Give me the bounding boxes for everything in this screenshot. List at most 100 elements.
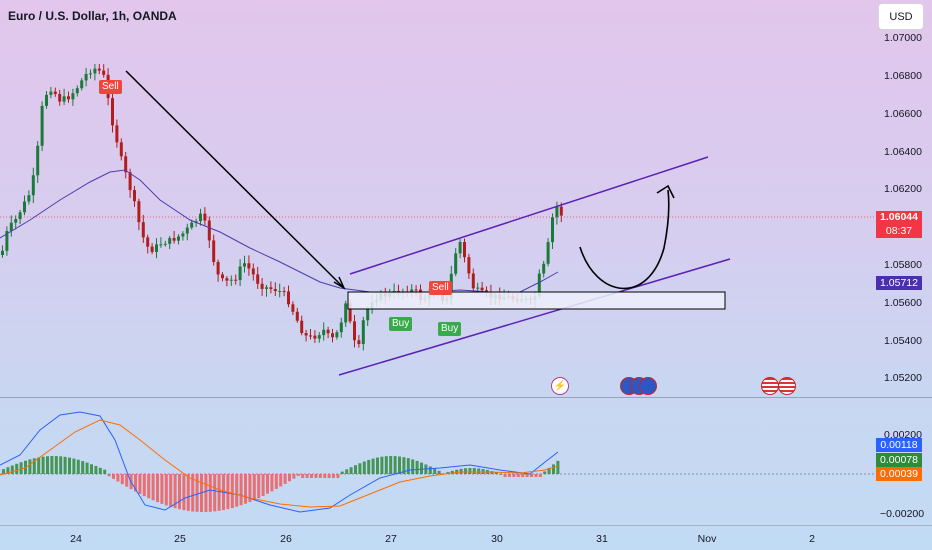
macd-histogram-bar	[525, 474, 529, 477]
candle-body	[229, 279, 233, 281]
last-price-label: 1.06044	[876, 211, 922, 224]
macd-histogram-bar	[332, 474, 335, 478]
price-axis[interactable]: 1.07000 1.06800 1.06600 1.06400 1.06200 …	[884, 32, 922, 384]
sell-signal-tag[interactable]: Sell	[429, 281, 452, 295]
buy-signal-tag[interactable]: Buy	[438, 322, 462, 336]
macd-histogram-bar	[389, 456, 393, 474]
candle-body	[9, 222, 13, 231]
macd-histogram-bar	[327, 474, 331, 478]
candle-body	[291, 304, 295, 312]
projection-curve-arrow[interactable]	[579, 189, 670, 290]
macd-histogram-bar	[107, 474, 111, 477]
macd-histogram-bar	[556, 460, 560, 474]
macd-histogram-bar	[336, 474, 340, 478]
candle-body	[357, 340, 361, 345]
macd-histogram-bar	[468, 468, 472, 474]
macd-histogram-bar	[147, 474, 151, 499]
candle-body	[454, 253, 458, 274]
candle-body	[326, 329, 330, 334]
downtrend-arrow-line[interactable]	[125, 70, 345, 289]
flag-icon[interactable]	[761, 377, 779, 395]
macd-histogram-bar	[279, 474, 283, 487]
macd-histogram-bar	[235, 474, 239, 507]
candle-body	[463, 241, 466, 258]
candle-body	[1, 250, 4, 255]
flag-icon[interactable]	[639, 377, 657, 395]
candle-body	[225, 278, 229, 281]
macd-histogram-bar	[437, 470, 441, 474]
time-tick: Nov	[698, 533, 717, 545]
macd-histogram-bar	[151, 474, 155, 501]
histogram-value-label: 0.00039	[876, 467, 922, 481]
buy-signal-tag[interactable]: Buy	[389, 317, 413, 331]
macd-histogram-bar	[68, 457, 71, 474]
candle-body	[480, 287, 484, 291]
candle-body	[84, 73, 88, 81]
macd-histogram-bar	[530, 474, 533, 477]
candle-body	[190, 222, 194, 228]
candle-body	[212, 240, 216, 262]
macd-histogram-bar	[173, 474, 177, 509]
macd-histogram-bar	[270, 474, 274, 492]
flag-icon[interactable]	[778, 377, 796, 395]
candle-body	[137, 201, 141, 223]
candle-body	[45, 94, 48, 106]
macd-histogram-bar	[349, 467, 353, 474]
candle-body	[260, 283, 264, 289]
candle-body	[287, 291, 290, 305]
lightning-icon[interactable]: ⚡	[551, 377, 569, 395]
macd-histogram-bar	[512, 474, 516, 477]
macd-histogram-bar	[543, 471, 547, 474]
macd-histogram-bar	[244, 474, 247, 504]
macd-histogram-bar	[204, 474, 208, 512]
macd-histogram-bar	[406, 458, 410, 474]
candle-body	[155, 244, 158, 252]
time-axis[interactable]: 24 25 26 27 30 31 Nov 2	[70, 533, 815, 545]
candle-body	[67, 96, 70, 100]
macd-histogram-bar	[477, 468, 481, 474]
macd-histogram-bar	[81, 461, 85, 474]
channel-upper-line[interactable]	[349, 156, 709, 275]
macd-histogram-bar	[274, 474, 278, 489]
macd-histogram-bar	[384, 456, 388, 474]
macd-histogram-bar	[376, 457, 379, 474]
macd-histogram-bar	[248, 474, 252, 502]
candle-body	[36, 145, 40, 176]
candle-body	[62, 96, 66, 102]
candle-body	[322, 329, 326, 336]
candle-body	[221, 274, 224, 279]
sell-signal-tag[interactable]: Sell	[99, 80, 122, 94]
macd-histogram-bar	[50, 456, 54, 474]
downtrend-arrowhead	[333, 276, 346, 290]
candle-body	[458, 241, 462, 254]
macd-histogram-bar	[37, 457, 41, 474]
macd-histogram-bar	[283, 474, 287, 484]
macd-tick: −0.00200	[880, 508, 924, 520]
macd-histogram-bar	[398, 456, 401, 474]
macd-histogram-bar	[213, 474, 217, 512]
candle-body	[467, 257, 471, 274]
symbol-title[interactable]: Euro / U.S. Dollar, 1h, OANDA	[8, 9, 177, 23]
macd-histogram-bar	[433, 468, 437, 474]
macd-histogram-bar	[261, 474, 265, 496]
candle-body	[269, 287, 273, 290]
macd-histogram-bar	[305, 474, 309, 478]
currency-button[interactable]: USD	[878, 3, 924, 30]
macd-histogram-bar	[464, 468, 467, 474]
candle-body	[331, 333, 334, 338]
macd-histogram-bar	[63, 456, 67, 474]
time-tick: 24	[70, 533, 82, 545]
candle-body	[344, 303, 348, 323]
price-tick: 1.05200	[884, 372, 922, 384]
candle-body	[31, 175, 35, 196]
macd-histogram-bar	[358, 463, 362, 474]
macd-histogram-bar	[59, 456, 63, 474]
macd-histogram-bar	[239, 474, 243, 506]
channel-lower-line[interactable]	[338, 258, 731, 376]
candle-body	[111, 98, 114, 126]
price-tick: 1.06800	[884, 70, 922, 82]
demand-zone-rect[interactable]	[347, 291, 726, 310]
candle-body	[133, 190, 136, 202]
